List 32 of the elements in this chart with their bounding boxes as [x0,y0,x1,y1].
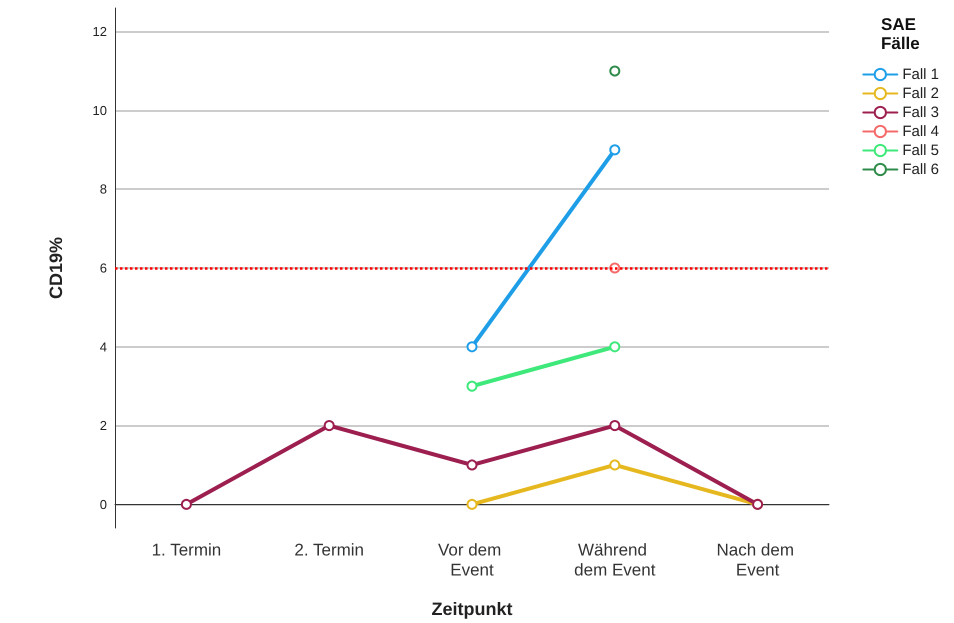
legend-label: Fall 6 [902,161,940,178]
point [609,341,620,352]
x-axis-title: Zeitpunkt [432,599,512,619]
x-tick-label: Vor dem Event [438,540,506,580]
point [609,66,620,77]
point [324,420,335,432]
y-axis-title: CD19% [46,236,66,300]
x-tick-label: Nach dem Event [716,540,799,580]
y-tick-label: 10 [92,102,107,118]
point [609,459,620,470]
point [609,420,620,432]
point [180,498,192,510]
legend-label: Fall 4 [902,123,940,140]
point [609,144,620,156]
point [466,459,478,470]
x-tick-label: 2. Termin [294,540,364,560]
legend-label: Fall 5 [902,142,940,159]
y-tick-label: 4 [100,339,107,354]
y-tick-label: 12 [92,24,107,40]
x-tick-label: 1. Termin [152,540,222,560]
legend-label: Fall 3 [902,104,940,121]
legend-label: Fall 2 [902,85,940,102]
x-tick-label: Während dem Event [574,540,656,580]
y-tick-label: 2 [100,418,107,434]
y-tick-label: 0 [100,496,107,512]
legend-title: SAE Fälle [881,15,921,53]
point [466,341,478,352]
point [466,380,478,392]
point [466,498,478,510]
legend-label: Fall 1 [902,66,940,83]
y-tick-label: 8 [100,182,107,197]
y-tick-label: 6 [100,260,107,276]
